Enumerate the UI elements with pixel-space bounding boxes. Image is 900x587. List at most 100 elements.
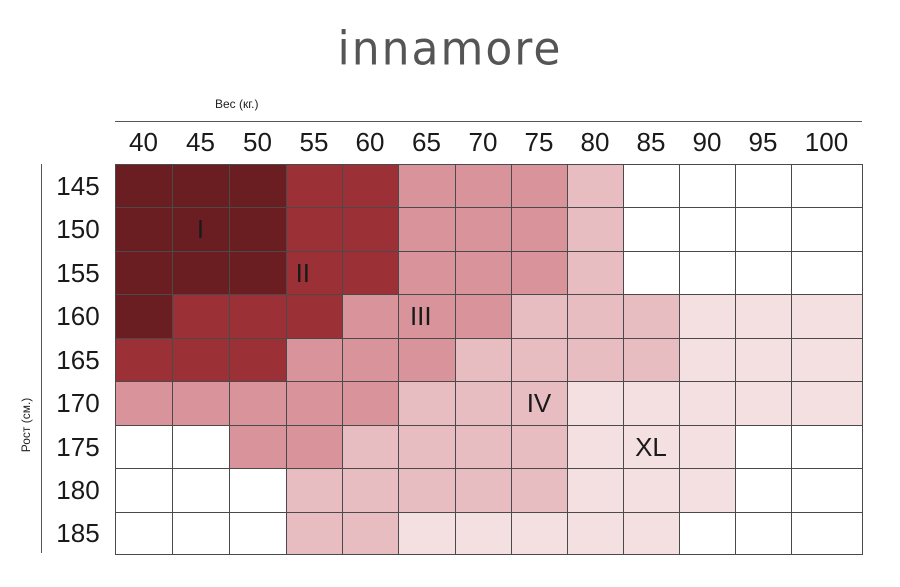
size-cell [567,381,624,426]
height-tick-label: 180 [56,475,100,505]
zone-label: II [295,257,311,288]
size-cell [791,338,863,382]
size-cell [567,207,624,252]
size-cell [567,338,624,382]
size-cell [455,251,512,295]
size-cell [342,294,399,339]
size-cell [623,164,680,208]
size-cell [286,207,343,252]
size-cell [398,338,456,382]
height-tick-label: 165 [56,344,100,375]
size-cell [511,164,568,208]
size-cell [679,338,736,382]
size-cell [735,207,792,252]
size-cell [286,251,343,295]
size-cell [115,164,173,208]
size-cell [172,512,230,555]
weight-tick-label: 75 [524,127,554,157]
weight-tick-label: 65 [412,127,441,157]
zone-label: I [196,214,205,244]
size-cell [455,512,512,555]
size-cell [679,381,736,426]
size-cell [229,512,287,555]
size-cell [567,251,624,295]
height-tick-label: 175 [56,431,100,462]
weight-tick-label: 80 [580,127,610,157]
size-cell [398,381,456,426]
size-cell [172,338,230,382]
size-cell [172,468,230,513]
y-axis-label: Рост (см.) [19,397,33,453]
size-cell [342,512,399,555]
size-cell [229,294,287,339]
size-cell [791,425,863,469]
size-cell [286,381,343,426]
size-cell [342,468,399,513]
size-cell [511,294,568,339]
size-cell [286,294,343,339]
size-cell [455,338,512,382]
size-cell [398,207,456,252]
size-cell [511,338,568,382]
size-cell [115,207,173,252]
size-cell [511,207,568,252]
size-cell [567,425,624,469]
size-cell [735,512,792,555]
size-cell [342,164,399,208]
size-cell [172,294,230,339]
size-cell [455,425,512,469]
height-tick-label: 185 [56,518,100,548]
size-cell [567,164,624,208]
size-cell [791,294,863,339]
size-cell [791,164,863,208]
size-cell [455,164,512,208]
size-cell [398,164,456,208]
size-cell [398,468,456,513]
size-cell [567,294,624,339]
weight-tick-label: 45 [186,127,215,157]
size-cell [455,207,512,252]
weight-tick-label: 60 [355,127,385,157]
size-cell [172,251,230,295]
size-cell [791,468,863,513]
height-tick-label: 170 [56,388,100,418]
size-cell [679,251,736,295]
size-cell [398,251,456,295]
size-cell [286,468,343,513]
weight-tick-label: 90 [692,127,722,157]
size-cell [342,207,399,252]
height-tick-label: 155 [56,257,100,288]
size-cell [735,425,792,469]
size-cell [567,512,624,555]
size-cell [229,425,287,469]
size-cell [286,338,343,382]
size-cell [115,251,173,295]
size-cell [115,294,173,339]
size-cell [229,381,287,426]
size-cell [172,425,230,469]
height-tick-label: 150 [56,214,100,244]
size-cell [791,381,863,426]
size-cell [286,425,343,469]
zone-label: IV [526,388,552,418]
size-cell [172,381,230,426]
x-axis-line [115,121,862,122]
size-cell [735,338,792,382]
size-cell [342,381,399,426]
y-axis-line [41,164,42,553]
weight-tick-label: 40 [129,127,158,157]
size-cell [229,468,287,513]
size-cell [679,468,736,513]
size-cell [172,207,230,252]
size-cell [623,381,680,426]
weight-tick-label: 70 [468,127,498,157]
size-cell [791,512,863,555]
size-cell [286,164,343,208]
size-cell [172,164,230,208]
size-cell [286,512,343,555]
size-cell [791,251,863,295]
size-cell [623,207,680,252]
size-cell [511,468,568,513]
size-cell [735,381,792,426]
size-cell [342,425,399,469]
